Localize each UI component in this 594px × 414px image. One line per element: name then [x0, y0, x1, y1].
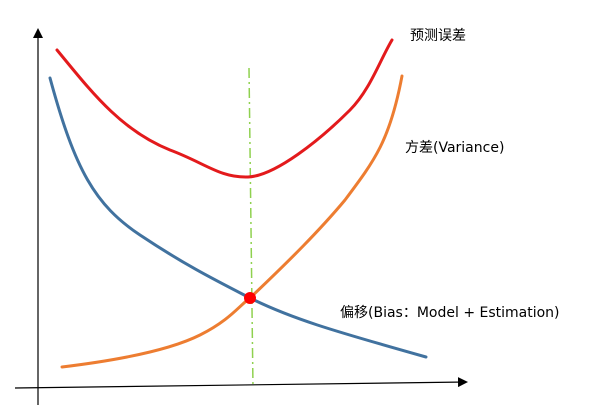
label-prediction-error: 预测误差 — [410, 28, 466, 44]
label-variance: 方差(Variance) — [405, 140, 504, 156]
bias-curve — [48, 76, 428, 359]
intersection-point — [244, 292, 256, 304]
variance-curve — [60, 74, 404, 369]
x-axis — [14, 377, 468, 389]
label-bias: 偏移(Bias：Model + Estimation) — [340, 305, 560, 321]
prediction-error-curve — [55, 38, 394, 179]
optimum-line — [248, 67, 254, 389]
